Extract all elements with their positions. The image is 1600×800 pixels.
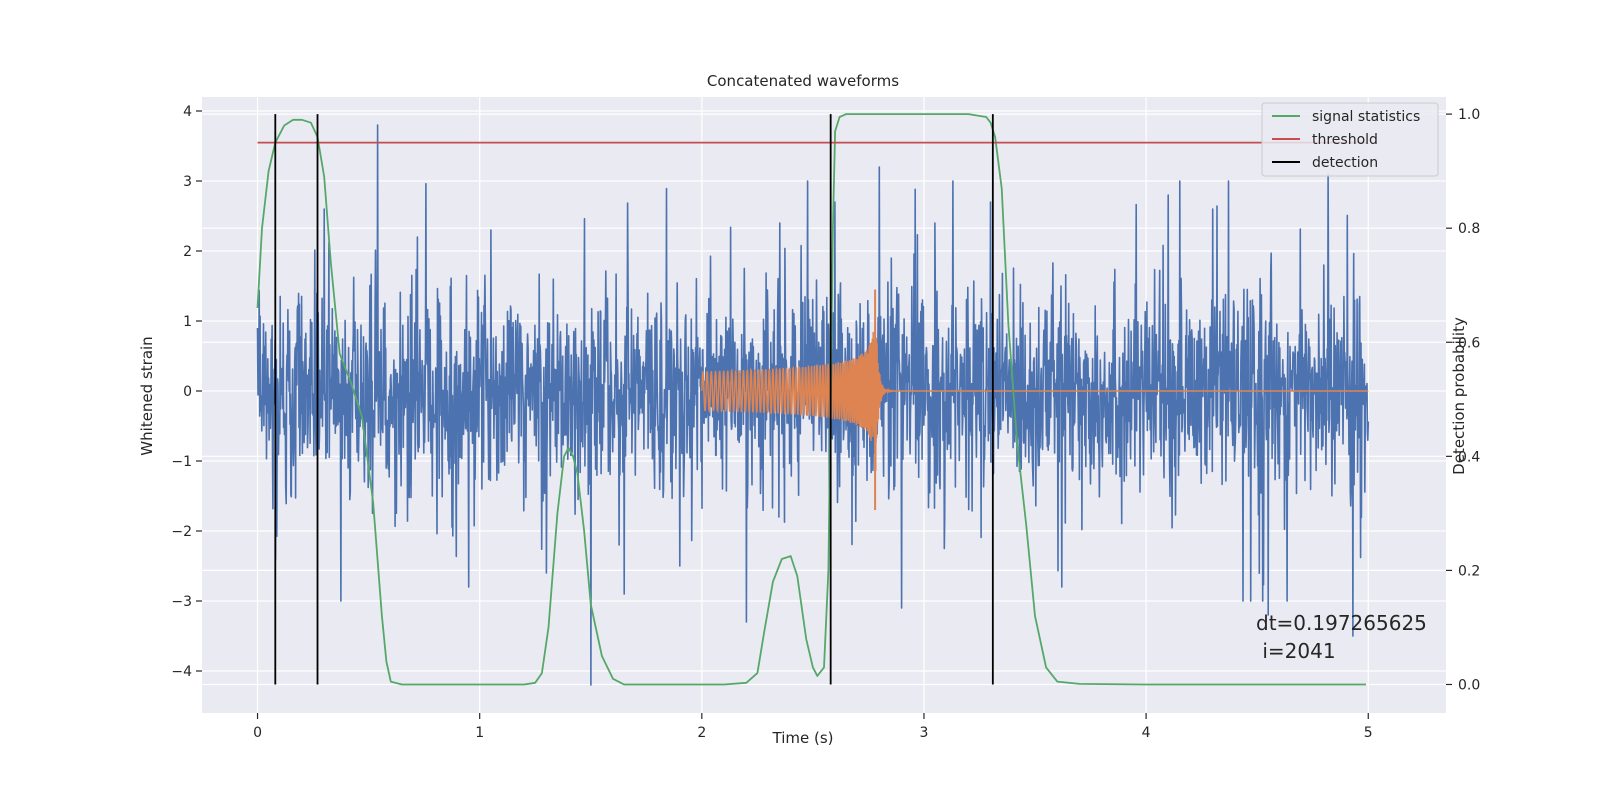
y-left-tick-label: 1 xyxy=(183,314,192,330)
y-right-tick-label: 0.6 xyxy=(1458,335,1480,351)
y-left-tick-label: 2 xyxy=(183,244,192,260)
y-left-tick-label: −1 xyxy=(171,454,192,470)
annotation-dt: dt=0.197265625 xyxy=(1256,611,1427,635)
x-tick-label: 0 xyxy=(253,725,262,741)
chirp-series xyxy=(701,289,1369,510)
y-left-tick-label: 4 xyxy=(183,104,192,120)
x-tick-label: 5 xyxy=(1364,725,1373,741)
x-axis-ticks: 0 1 2 3 4 5 xyxy=(253,713,1373,741)
x-axis-label: Time (s) xyxy=(772,729,834,747)
chart-title: Concatenated waveforms xyxy=(707,72,899,90)
y-right-tick-label: 0.8 xyxy=(1458,221,1480,237)
y-axis-left-ticks: −4 −3 −2 −1 0 1 2 3 4 xyxy=(171,104,202,680)
x-tick-label: 2 xyxy=(697,725,706,741)
legend-box xyxy=(1261,102,1439,177)
y-axis-left-label: Whitened strain xyxy=(138,336,156,455)
noise-series xyxy=(256,124,1370,686)
y-left-tick-label: 0 xyxy=(183,384,192,400)
y-right-tick-label: 0.4 xyxy=(1458,449,1480,465)
detection-lines xyxy=(274,114,994,685)
x-tick-label: 3 xyxy=(920,725,929,741)
legend-label-detection: detection xyxy=(1312,155,1378,171)
annotation-i: i=2041 xyxy=(1256,639,1336,663)
y-left-tick-label: 3 xyxy=(183,174,192,190)
legend: signal statistics threshold detection xyxy=(1261,102,1439,177)
y-axis-right-ticks: 0.0 0.2 0.4 0.6 0.8 1.0 xyxy=(1446,107,1480,693)
x-tick-label: 4 xyxy=(1142,725,1151,741)
y-left-tick-label: −3 xyxy=(171,594,192,610)
y-left-tick-label: −2 xyxy=(171,524,192,540)
legend-label-signal-statistics: signal statistics xyxy=(1312,109,1420,125)
y-axis-right-label: Detection probability xyxy=(1450,317,1468,475)
chirp-line xyxy=(701,312,1369,472)
x-tick-label: 1 xyxy=(475,725,484,741)
noise-line xyxy=(256,124,1370,686)
y-right-tick-label: 0.2 xyxy=(1458,563,1480,579)
legend-label-threshold: threshold xyxy=(1312,132,1378,148)
y-left-tick-label: −4 xyxy=(171,664,192,680)
y-right-tick-label: 1.0 xyxy=(1458,107,1480,123)
y-right-tick-label: 0.0 xyxy=(1458,677,1480,693)
